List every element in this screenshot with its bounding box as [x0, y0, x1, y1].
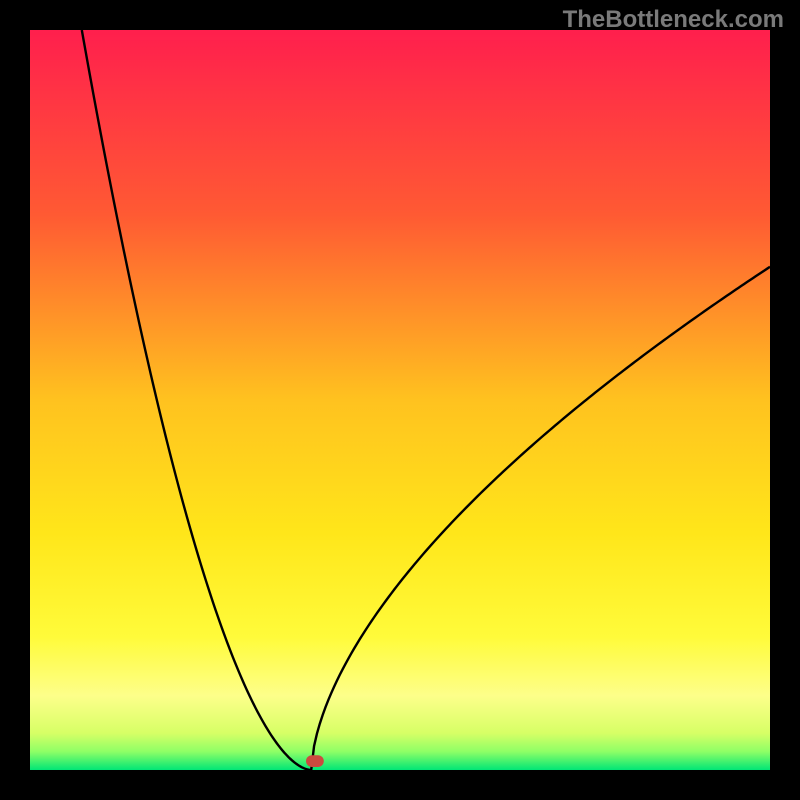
current-point-marker	[30, 30, 770, 770]
plot-area	[30, 30, 770, 770]
figure-stage: TheBottleneck.com	[0, 0, 800, 800]
